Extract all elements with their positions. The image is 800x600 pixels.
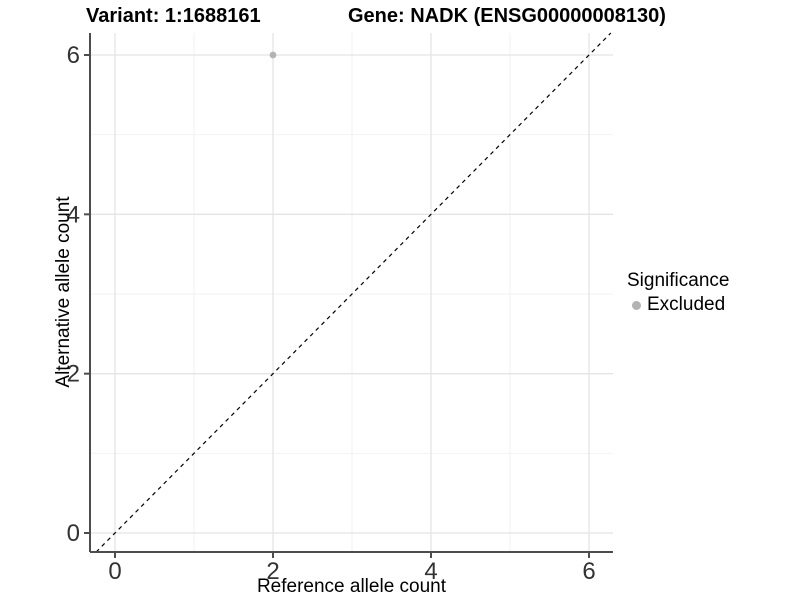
y-tick-label: 0: [67, 520, 80, 547]
x-tick-label: 4: [424, 558, 437, 585]
y-tick-label: 2: [67, 361, 80, 388]
identity-line: [95, 32, 612, 553]
y-tick-label: 4: [67, 201, 80, 228]
legend-item-label: Excluded: [647, 294, 726, 315]
variant-title: Variant: 1:1688161: [86, 5, 261, 27]
x-tick-label: 6: [582, 558, 595, 585]
gene-title: Gene: NADK (ENSG00000008130): [348, 5, 666, 27]
x-axis-title: Reference allele count: [256, 576, 447, 597]
y-axis-title: Alternative allele count: [53, 196, 74, 388]
excluded-point-icon: [632, 300, 641, 310]
y-tick-label: 6: [67, 42, 80, 69]
x-tick-label: 0: [108, 558, 121, 585]
x-tick-label: 2: [266, 558, 279, 585]
data-point: [269, 51, 277, 59]
plot-title: Variant: 1:1688161 Gene: NADK (ENSG00000…: [0, 0, 800, 30]
legend-item-excluded: Excluded: [627, 294, 729, 316]
legend-title: Significance: [627, 270, 730, 291]
legend: Significance Excluded: [627, 270, 729, 316]
